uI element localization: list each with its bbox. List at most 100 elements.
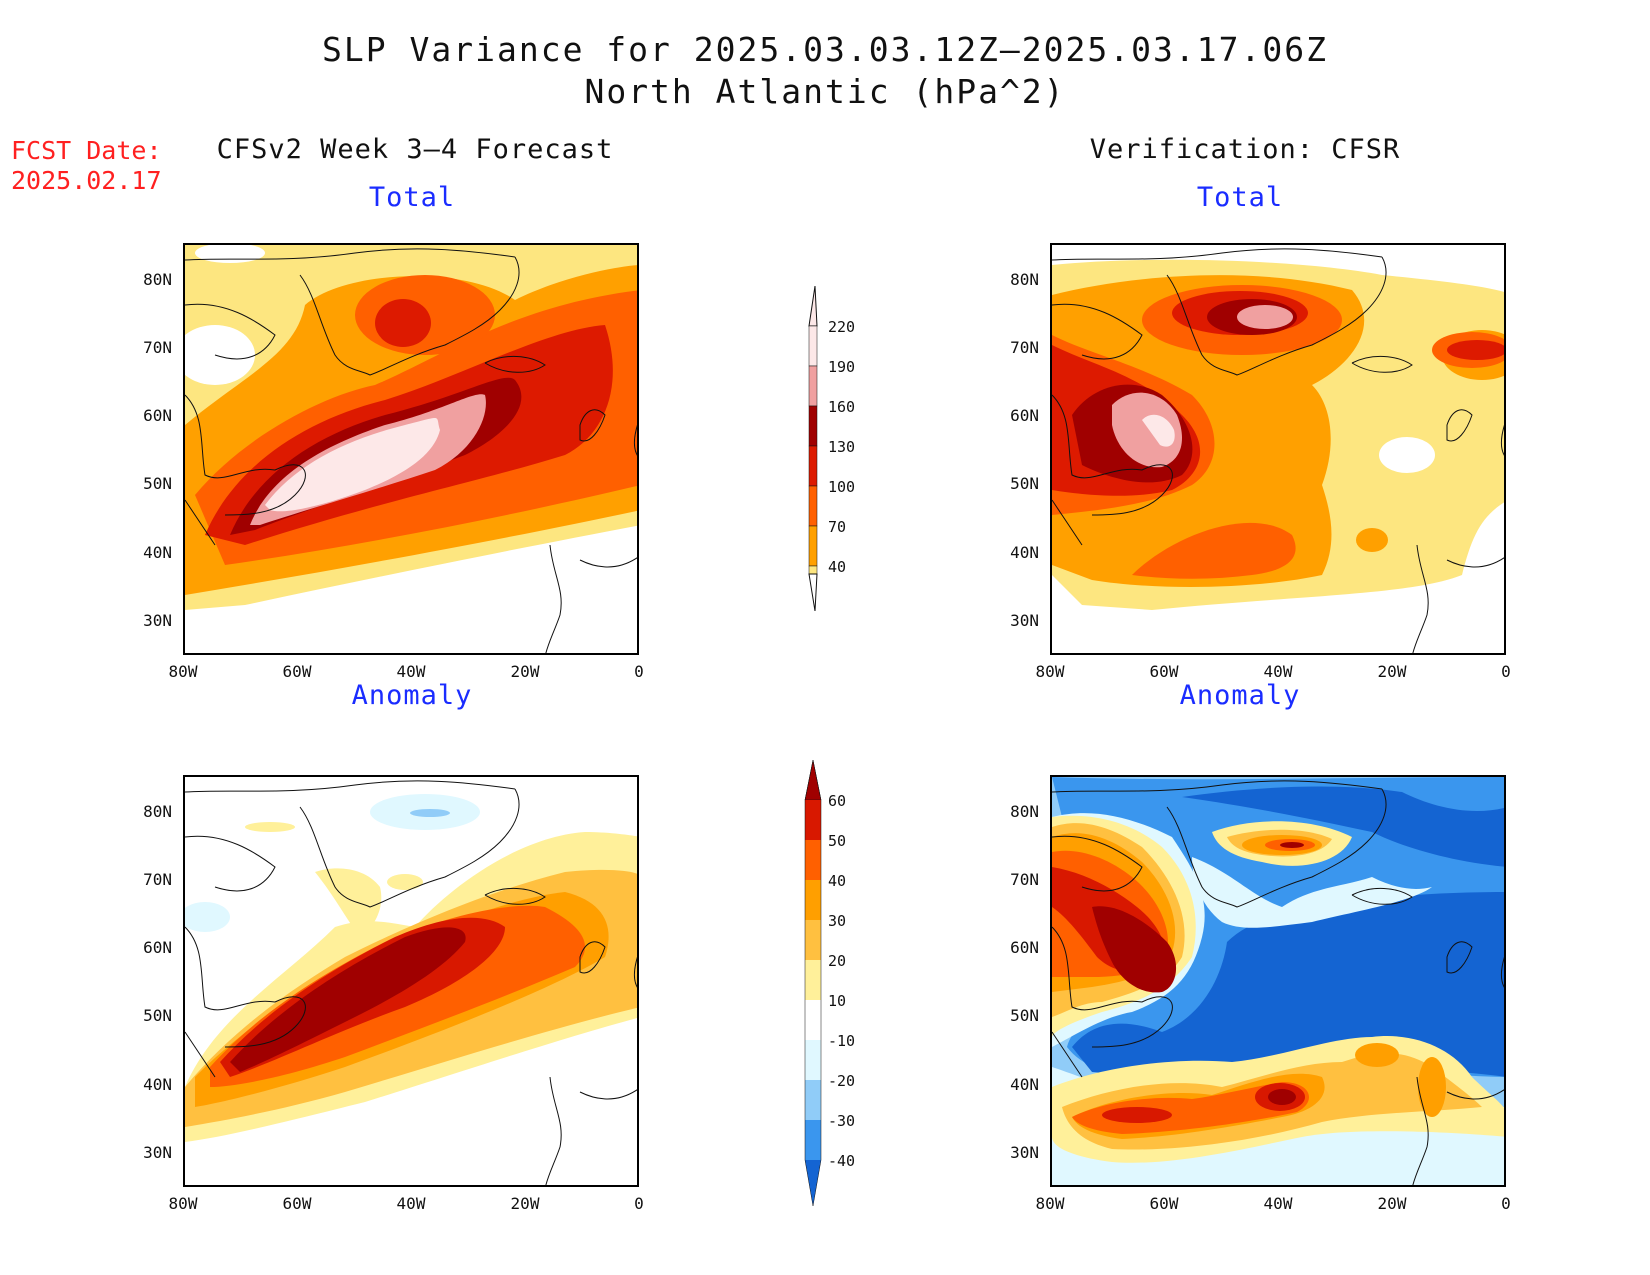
fill-level-10 [245, 822, 295, 832]
lat-tick-label: 80N [143, 802, 172, 821]
colorbar-swatch [808, 565, 818, 575]
coastline [1052, 248, 1504, 653]
lat-tick-label: 60N [143, 406, 172, 425]
lat-tick-label: 60N [1010, 938, 1039, 957]
panel-title-verification-total: Total [1196, 182, 1284, 213]
colorbar-swatch [805, 1040, 821, 1080]
lat-tick-label: 80N [1010, 802, 1039, 821]
fill-level-minus40 [1182, 786, 1504, 867]
panel-title-forecast-anomaly: Anomaly [351, 680, 473, 711]
lon-tick-label: 20W [510, 1194, 540, 1213]
colorbar-tick-label: 10 [828, 992, 847, 1010]
fill-level-minus10 [185, 902, 230, 932]
colorbar-tick-label: -40 [828, 1152, 856, 1170]
lat-tick-label: 60N [143, 938, 172, 957]
colorbar-swatch [808, 485, 818, 527]
colorbar-tick-label: -10 [828, 1032, 856, 1050]
lat-tick-label: 40N [1010, 1075, 1039, 1094]
lon-tick-label: 20W [1377, 1194, 1407, 1213]
fill-level-minus40 [1072, 892, 1504, 1077]
fill-level-100 [1132, 522, 1296, 579]
main-subtitle: North Atlantic (hPa^2) [584, 72, 1066, 111]
colorbar-swatch [805, 1000, 821, 1040]
colorbar-swatch [805, 920, 821, 960]
map-forecast-anomaly [183, 775, 639, 1187]
fill-level-70 [1356, 528, 1388, 552]
forecast-column-title: CFSv2 Week 3–4 Forecast [216, 134, 614, 165]
colorbar-swatch [808, 525, 818, 567]
fill-level-minus10 [1192, 857, 1432, 928]
fill-level-220 [1142, 414, 1175, 447]
fill-level-220 [265, 418, 440, 512]
lat-tick-label: 30N [143, 1143, 172, 1162]
fcst-date-value: 2025.02.17 [11, 166, 162, 195]
fill-level-130 [375, 299, 431, 347]
lon-tick-label: 80W [168, 662, 198, 681]
colorbar-swatch [808, 445, 818, 487]
verification-column-title: Verification: CFSR [1089, 134, 1401, 165]
lat-tick-label: 40N [143, 543, 172, 562]
fill-level-30 [1418, 1057, 1446, 1117]
colorbar-tick-label: 220 [828, 318, 856, 336]
fill-level-60 [1268, 1089, 1296, 1105]
colorbar-tick-label: 190 [828, 358, 856, 376]
colorbar-swatch [808, 405, 818, 447]
main-title: SLP Variance for 2025.03.03.12Z–2025.03.… [322, 30, 1328, 69]
lat-tick-label: 30N [1010, 1143, 1039, 1162]
colorbar-swatch [805, 800, 821, 840]
colorbar-tick-label: 100 [828, 478, 856, 496]
map-verification-anomaly [1050, 775, 1506, 1187]
colorbar-swatch [805, 840, 821, 880]
lon-tick-label: 40W [396, 1194, 426, 1213]
lon-tick-label: 80W [1035, 1194, 1065, 1213]
colorbar-tick-label: 130 [828, 438, 856, 456]
white-patch [195, 245, 265, 263]
lon-tick-label: 40W [396, 662, 426, 681]
colorbar-tick-label: 70 [828, 518, 847, 536]
colorbar-cap-top [804, 759, 822, 801]
panel-title-forecast-total: Total [368, 182, 456, 213]
lon-tick-label: 80W [168, 1194, 198, 1213]
lon-tick-label: 40W [1263, 662, 1293, 681]
fill-level-60 [230, 927, 466, 1072]
colorbar-total [805, 285, 825, 612]
lat-tick-label: 50N [143, 474, 172, 493]
map-verification-total [1050, 243, 1506, 655]
colorbar-tick-label: 40 [828, 872, 847, 890]
lon-tick-label: 60W [282, 662, 312, 681]
fill-level-60 [1092, 906, 1177, 993]
lat-tick-label: 50N [1010, 474, 1039, 493]
colorbar-tick-label: 40 [828, 558, 847, 576]
lon-tick-label: 80W [1035, 662, 1065, 681]
coastline [1052, 780, 1504, 1185]
colorbar-cap-bottom [805, 1160, 821, 1206]
lat-tick-label: 40N [143, 1075, 172, 1094]
lon-tick-label: 0 [634, 662, 644, 681]
fill-level-10 [315, 868, 382, 937]
fill-level-130 [1447, 340, 1504, 360]
lon-tick-label: 0 [1501, 662, 1511, 681]
colorbar-swatch [805, 1080, 821, 1120]
lon-tick-label: 20W [510, 662, 540, 681]
lon-tick-label: 60W [282, 1194, 312, 1213]
fill-level-10 [387, 874, 423, 890]
lat-tick-label: 60N [1010, 406, 1039, 425]
lon-tick-label: 60W [1149, 662, 1179, 681]
lat-tick-label: 50N [1010, 1006, 1039, 1025]
colorbar-tick-label: 50 [828, 832, 847, 850]
fill-level-60 [1280, 842, 1304, 848]
coastline [185, 248, 637, 653]
lon-tick-label: 20W [1377, 662, 1407, 681]
colorbar-cap-top [808, 285, 818, 327]
colorbar-swatch [805, 880, 821, 920]
colorbar-outline [804, 759, 822, 1207]
colorbar-tick-label: 30 [828, 912, 847, 930]
fill-level-190 [1112, 392, 1182, 468]
colorbar-cap-bottom [808, 573, 818, 612]
lat-tick-label: 30N [1010, 611, 1039, 630]
colorbar-tick-label: 20 [828, 952, 847, 970]
lat-tick-label: 30N [143, 611, 172, 630]
panel-title-verification-anomaly: Anomaly [1179, 680, 1301, 711]
colorbar-tick-label: -30 [828, 1112, 856, 1130]
lat-tick-label: 70N [143, 338, 172, 357]
